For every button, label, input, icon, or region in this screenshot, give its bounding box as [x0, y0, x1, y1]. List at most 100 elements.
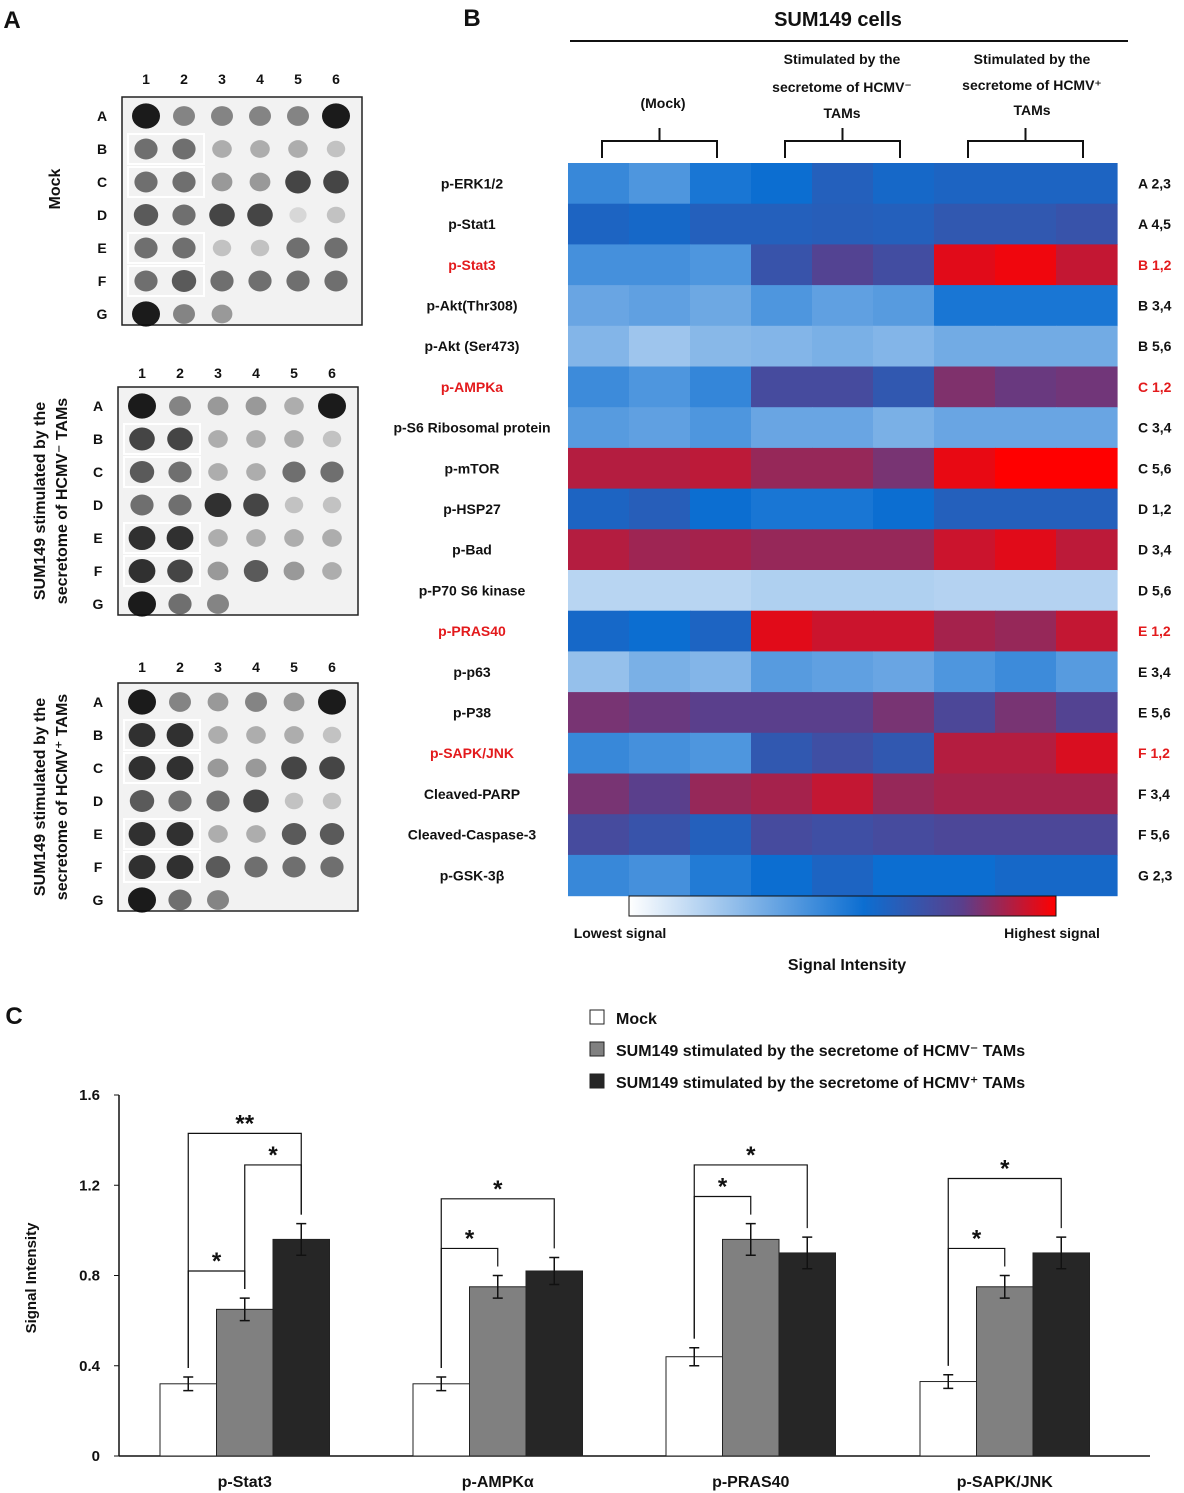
heatmap-cell: [568, 366, 630, 408]
blot-row-label: C: [97, 174, 107, 190]
heatmap-cell: [690, 570, 752, 612]
heatmap-row-position: F 3,4: [1138, 786, 1170, 802]
heatmap-cell: [934, 732, 996, 775]
blot-col-label: 6: [332, 71, 340, 87]
blot-spot: [326, 206, 346, 224]
heatmap-cell: [1056, 854, 1118, 897]
bar: [976, 1286, 1034, 1457]
blot-spot: [129, 461, 155, 483]
blot-spot: [323, 170, 349, 194]
blot-row-label: B: [93, 431, 103, 447]
heatmap-row-label: p-S6 Ribosomal protein: [393, 420, 550, 436]
blot-row-label: F: [98, 273, 107, 289]
heatmap-cell: [629, 529, 691, 571]
heatmap-cell: [934, 366, 996, 408]
heatmap-cell: [751, 203, 813, 245]
blot-highlight-box: [123, 456, 201, 488]
heatmap-cell: [568, 692, 630, 734]
heatmap-cell: [690, 692, 752, 734]
blot-row-label: D: [93, 793, 103, 809]
blot-spot: [324, 237, 348, 259]
blot-spot: [243, 560, 269, 582]
heatmap-row-position: E 1,2: [1138, 623, 1171, 639]
heatmap-cell: [690, 529, 752, 571]
heatmap-row-label: p-Stat1: [448, 216, 496, 232]
heatmap-cell: [873, 610, 935, 652]
heatmap-cell: [629, 203, 691, 245]
blot-spot: [212, 140, 232, 158]
colorbar: [628, 895, 1057, 917]
panel-label-a: A: [3, 7, 20, 34]
heatmap-cell: [1056, 244, 1118, 286]
heatmap-cell: [690, 447, 752, 490]
heatmap-cell: [751, 366, 813, 408]
blot-col-label: 1: [138, 659, 146, 675]
blot-spot: [207, 758, 229, 778]
heatmap-cell: [690, 203, 752, 245]
heatmap-cell: [995, 570, 1057, 612]
heatmap-group-bracket: [784, 128, 901, 158]
heatmap-cell: [995, 529, 1057, 571]
error-bar: [802, 1236, 813, 1270]
heatmap-cell: [568, 529, 630, 571]
blot-spot: [166, 755, 194, 781]
blot-spot: [246, 825, 266, 843]
heatmap-cell: [812, 163, 874, 205]
blot-spot: [207, 396, 229, 416]
heatmap-cell: [568, 285, 630, 327]
blot-spot: [205, 856, 231, 878]
error-bar: [549, 1256, 560, 1286]
y-axis-label: Signal Intensity: [23, 1222, 40, 1334]
blot-spot: [208, 726, 228, 744]
blot-spot: [324, 270, 348, 292]
blot-spot: [322, 430, 342, 448]
heatmap-cell: [1056, 651, 1118, 693]
heatmap-cell: [1056, 692, 1118, 734]
bar: [525, 1270, 583, 1457]
heatmap-cell: [1056, 447, 1118, 490]
x-tick-label: p-Stat3: [218, 1474, 272, 1491]
blot-spot: [210, 270, 234, 292]
blot-spot: [245, 396, 267, 416]
bar: [919, 1381, 977, 1457]
heatmap-cell: [751, 325, 813, 368]
blot-spot: [207, 561, 229, 581]
heatmap-cell: [690, 610, 752, 652]
heatmap-cell: [873, 325, 935, 368]
blot-row-label: B: [97, 141, 107, 157]
blot-row-label: C: [93, 464, 103, 480]
heatmap-cell: [812, 651, 874, 693]
blot-spot: [246, 463, 266, 481]
heatmap-cell: [629, 814, 691, 856]
heatmap-cell: [873, 447, 935, 490]
heatmap-cell: [873, 488, 935, 530]
heatmap-row-label: p-Bad: [452, 542, 492, 558]
heatmap-row-position: B 1,2: [1138, 257, 1172, 273]
blot-col-label: 3: [214, 659, 222, 675]
blot-row-label: D: [97, 207, 107, 223]
heatmap-row-label: Cleaved-Caspase-3: [408, 827, 537, 843]
heatmap-cell: [690, 488, 752, 530]
blot-spot: [166, 854, 194, 880]
blot-col-label: 3: [218, 71, 226, 87]
heatmap-group-bracket: [601, 128, 718, 158]
heatmap-cell: [751, 651, 813, 693]
blot-spot: [284, 529, 304, 547]
heatmap-cell: [812, 244, 874, 286]
blot-spot: [281, 756, 307, 780]
heatmap-cell: [934, 488, 996, 530]
heatmap-row-position: C 5,6: [1138, 460, 1172, 476]
blot-spot: [320, 856, 344, 878]
heatmap-cell: [934, 285, 996, 327]
blot-spot: [284, 726, 304, 744]
heatmap-cell: [812, 854, 874, 897]
heatmap-cell: [568, 570, 630, 612]
heatmap-row-label: p-Stat3: [448, 257, 496, 273]
y-tick-label: 0.8: [79, 1268, 100, 1285]
blot-spot: [250, 140, 270, 158]
heatmap-cell: [812, 447, 874, 490]
heatmap-cell: [751, 854, 813, 897]
heatmap-row-position: F 5,6: [1138, 827, 1170, 843]
blot-row-label: G: [93, 596, 104, 612]
